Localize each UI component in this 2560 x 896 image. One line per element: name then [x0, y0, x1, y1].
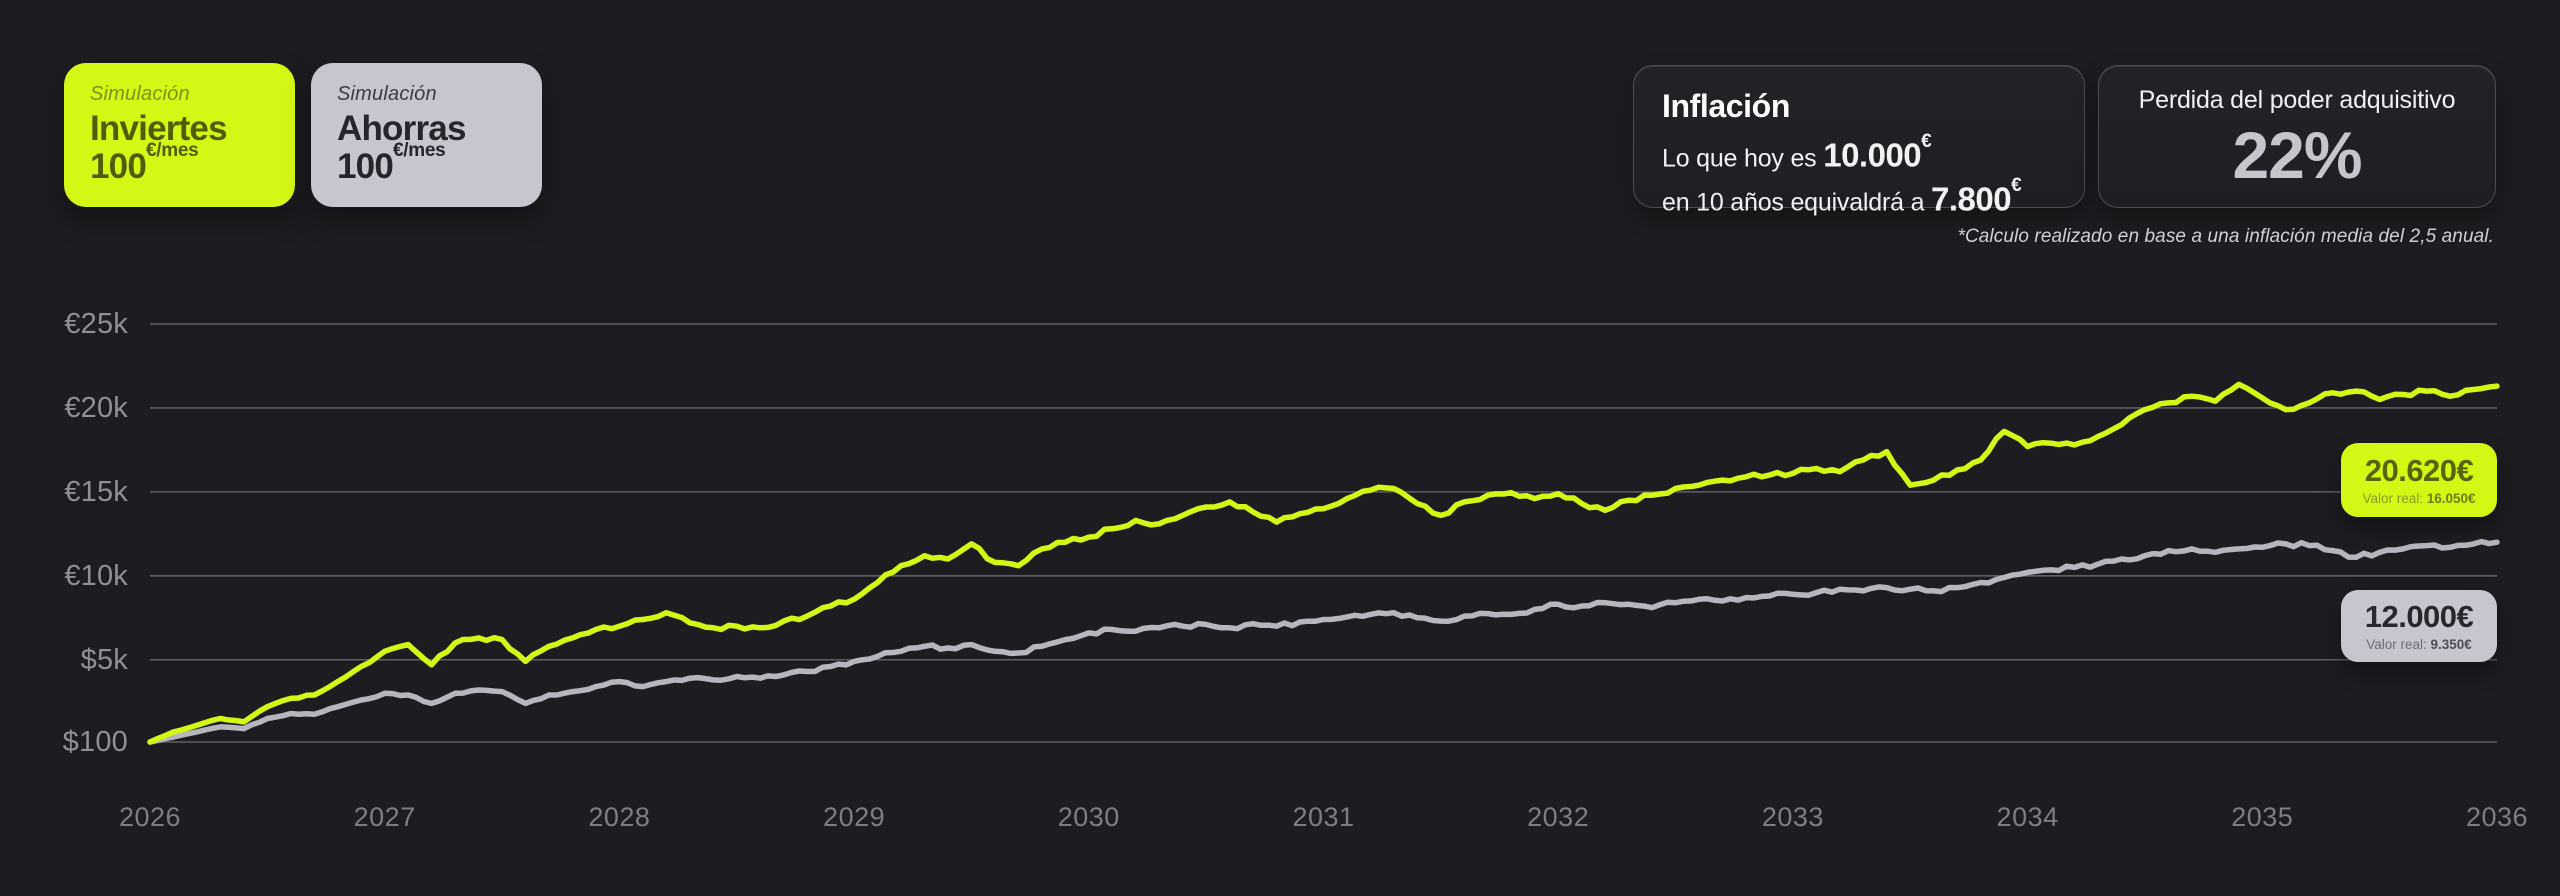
x-axis-label: 2032: [1527, 802, 1590, 832]
sim-card-invest-amount: 100€/mes: [90, 140, 199, 186]
x-axis-label: 2035: [2231, 802, 2294, 832]
series-line-save: [147, 538, 2500, 745]
inflation-card: Inflación Lo que hoy es 10.000€ en 10 añ…: [1633, 65, 2085, 218]
x-axis-label: 2029: [823, 802, 886, 832]
sim-card-save-amount: 100€/mes: [337, 140, 446, 186]
save-unit: €/mes: [393, 140, 446, 162]
save-final-value: 12.000€: [2364, 599, 2474, 635]
y-axis-label: $5k: [80, 643, 128, 676]
inflation-line-2: en 10 años equivaldrá a 7.800€: [1662, 175, 2022, 218]
y-axis-label: €25k: [64, 308, 128, 340]
sim-card-invest-eyebrow: Simulación: [90, 83, 190, 105]
footnote: *Calculo realizado en base a una inflaci…: [1957, 226, 2494, 247]
y-axis-label: €10k: [64, 559, 128, 592]
sim-card-save-title: Ahorras: [337, 109, 466, 148]
invest-real-value: Valor real: 16.050€: [2362, 490, 2476, 506]
save-final-badge: 12.000€ Valor real: 9.350€: [2341, 590, 2497, 662]
purchasing-power-value: 22%: [2232, 118, 2362, 192]
sim-card-invest-title: Inviertes: [90, 109, 228, 148]
y-axis-label: €20k: [64, 391, 128, 424]
purchasing-power-title: Perdida del poder adquisitivo: [2138, 86, 2456, 114]
sim-card-save[interactable]: Simulación Ahorras 100€/mes: [311, 63, 542, 207]
simulation-legend: Simulación Inviertes 100€/mes Simulación…: [64, 63, 542, 207]
sim-card-save-eyebrow: Simulación: [337, 83, 437, 105]
invest-final-badge: 20.620€ Valor real: 16.050€: [2341, 443, 2497, 517]
invest-final-value: 20.620€: [2364, 453, 2474, 489]
inflation-title: Inflación: [1662, 88, 1790, 124]
y-axis-label: €15k: [64, 475, 128, 508]
x-axis-label: 2026: [118, 802, 182, 832]
x-axis-label: 2030: [1057, 802, 1120, 832]
series-line-invest: [147, 381, 2500, 745]
invest-unit: €/mes: [146, 140, 199, 162]
x-axis-label: 2034: [1996, 802, 2059, 832]
x-axis-label: 2027: [353, 802, 416, 832]
sim-card-invest[interactable]: Simulación Inviertes 100€/mes: [64, 63, 295, 207]
x-axis-label: 2033: [1761, 802, 1824, 832]
inflation-line-1: Lo que hoy es 10.000€: [1662, 131, 1932, 174]
info-cards: Inflación Lo que hoy es 10.000€ en 10 añ…: [1633, 65, 2496, 218]
x-axis-label: 2036: [2465, 802, 2529, 832]
purchasing-power-card: Perdida del poder adquisitivo 22%: [2098, 65, 2496, 208]
x-axis-label: 2031: [1292, 802, 1355, 832]
save-real-value: Valor real: 9.350€: [2366, 636, 2472, 652]
x-axis-label: 2028: [588, 802, 651, 832]
y-axis-label: $100: [62, 726, 128, 758]
